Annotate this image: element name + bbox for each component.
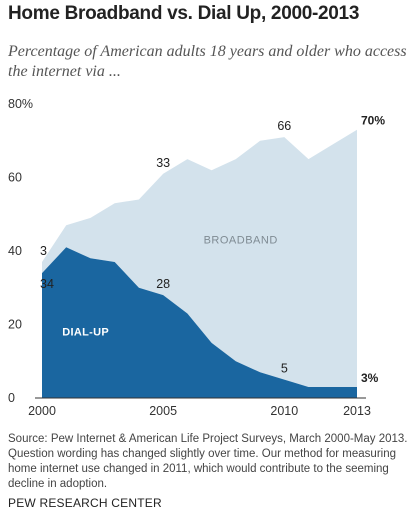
chart-areas (42, 129, 357, 398)
brand-name: PEW RESEARCH CENTER (8, 496, 162, 510)
y-axis-ticks: 0 20 40 60 80% (8, 97, 33, 405)
y-tick-label: 0 (8, 391, 15, 405)
x-tick-label: 2013 (343, 404, 371, 418)
x-axis-ticks: 2000 2005 2010 2013 (28, 404, 371, 418)
y-tick-label: 20 (8, 318, 22, 332)
data-label: 34 (40, 277, 54, 291)
broadband-area (42, 129, 357, 387)
x-tick-label: 2005 (149, 404, 177, 418)
series-label-dialup: DIAL-UP (62, 327, 109, 339)
chart-title: Home Broadband vs. Dial Up, 2000-2013 (8, 3, 360, 24)
data-label: 3 (40, 244, 47, 258)
dialup-area (42, 247, 357, 398)
x-tick-label: 2010 (270, 404, 298, 418)
data-label: 28 (156, 277, 170, 291)
data-label: 70% (361, 114, 385, 128)
source-note: Source: Pew Internet & American Life Pro… (8, 433, 408, 490)
y-tick-label: 80% (8, 97, 33, 111)
series-labels: BROADBAND DIAL-UP (62, 235, 278, 339)
y-tick-label: 60 (8, 171, 22, 185)
data-label: 66 (277, 119, 291, 133)
x-tick-label: 2000 (28, 404, 56, 418)
series-label-broadband: BROADBAND (204, 235, 278, 247)
data-label: 5 (281, 362, 288, 376)
data-label: 33 (156, 156, 170, 170)
chart-subtitle: Percentage of American adults 18 years a… (8, 43, 407, 80)
y-tick-label: 40 (8, 244, 22, 258)
data-label: 3% (361, 371, 379, 385)
